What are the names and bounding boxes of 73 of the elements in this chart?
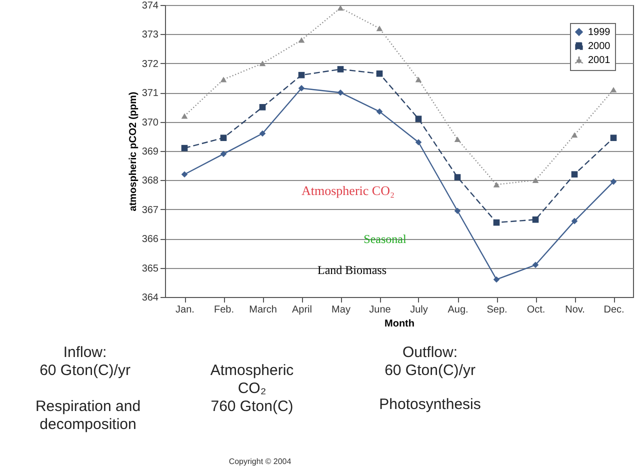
point [571,132,578,138]
point [259,130,266,137]
point [181,113,188,119]
point [571,171,578,178]
point [337,89,344,96]
x-axis-title: Month [384,318,414,330]
point [181,171,188,178]
point [571,218,578,224]
point [532,177,539,183]
point [220,76,227,82]
point [376,26,383,32]
y-tick-label: 373 [142,30,159,41]
point [376,108,383,115]
x-tick-label: March [249,304,277,316]
point [220,134,227,142]
y-tick-label: 368 [142,176,159,187]
y-tick-label: 374 [142,0,159,12]
point [493,276,500,283]
x-tick-label: Jan. [176,304,194,316]
text: Respiration and decomposition [35,398,141,433]
x-tick-label: Dec. [604,304,624,316]
point [376,70,383,77]
legend-label: 1999 [588,27,611,38]
point [493,182,500,188]
point [337,66,344,72]
point [220,150,227,158]
point [610,178,617,185]
x-tick-label: June [369,304,392,316]
point [454,174,461,180]
x-tick-label: Nov. [565,304,585,316]
annotation: Atmospheric CO₂ [302,183,394,198]
point [298,72,305,78]
point [181,144,188,152]
y-tick-label: 364 [142,292,159,304]
point [415,139,422,146]
point [532,262,539,268]
point [454,208,461,214]
y-tick-label: 367 [142,204,159,216]
point [415,76,422,82]
point [415,116,422,122]
point [259,104,266,110]
text: Outflow: 60 Gton(C)/yr [384,344,476,379]
point [298,37,305,43]
annotation: Land Biomass [318,263,387,277]
x-tick-label: Feb. [214,304,234,316]
x-tick-label: Oct. [526,304,546,316]
y-tick-label: 366 [142,234,159,246]
y-tick-label: 370 [142,117,159,128]
x-tick-label: Sep. [486,304,508,316]
x-tick-label: Aug. [448,304,468,316]
point [259,60,266,66]
text: Inflow: 60 Gton(C)/yr [40,344,130,379]
y-tick-label: 372 [142,58,159,70]
point [610,86,617,92]
annotation: Seasonal [364,232,407,246]
x-tick-label: May [332,304,350,316]
x-tick-label: April [292,304,312,316]
point [610,134,617,142]
point [337,5,344,11]
point [493,219,500,226]
legend-label: 2000 [588,41,611,52]
text: Photosynthesis [379,396,481,413]
text: Atmospheric CO₂ 760 Gton(C) [210,362,294,415]
x-tick-label: July [410,304,428,316]
y-axis-title: atmospheric pCO2 (ppm) [128,92,139,212]
y-tick-label: 365 [142,263,159,274]
point [298,85,305,92]
y-tick-label: 371 [142,88,159,100]
y-tick-label: 369 [142,146,159,158]
legend-label: 2001 [588,55,611,66]
point [454,136,461,142]
text: Copyright © 2004 [228,457,292,466]
point [532,216,539,223]
